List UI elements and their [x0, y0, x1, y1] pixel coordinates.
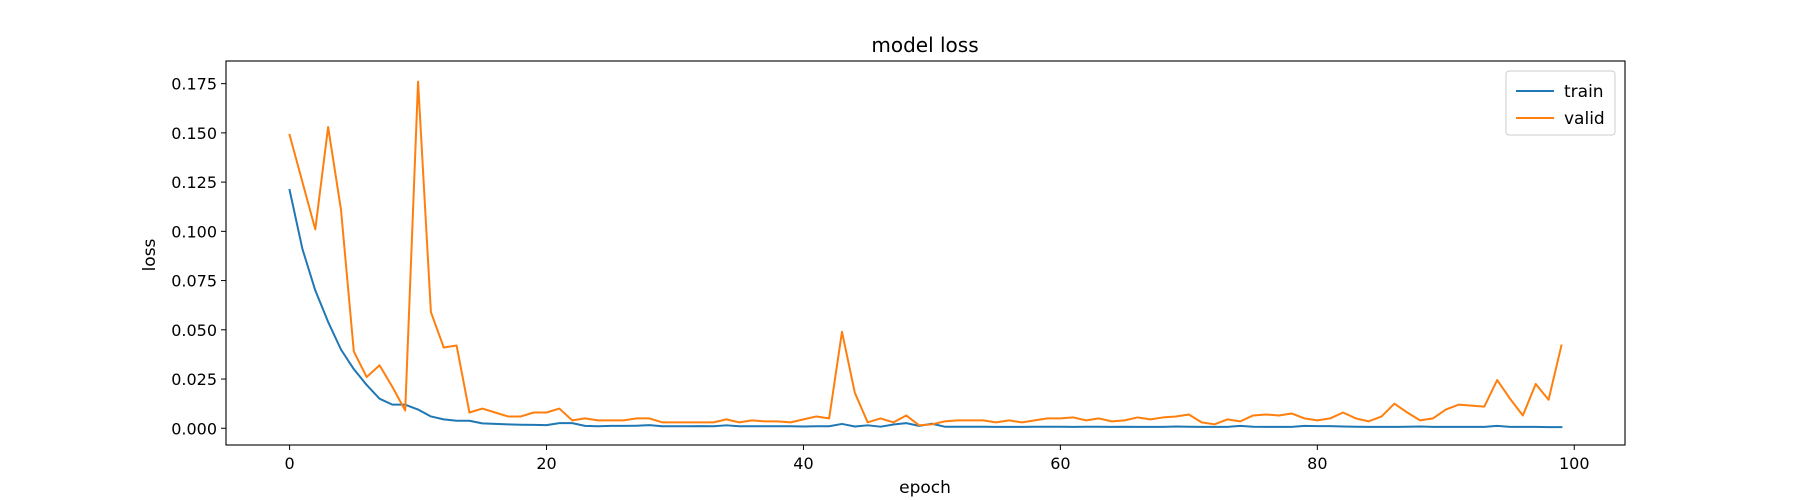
series-lines	[288, 80, 1563, 429]
x-tick-label: 20	[536, 454, 556, 473]
legend-label-train: train	[1564, 82, 1604, 102]
y-tick-label: 0.125	[171, 173, 217, 192]
x-axis-label: epoch	[899, 478, 951, 498]
x-tick-label: 80	[1307, 454, 1327, 473]
y-tick-label: 0.000	[171, 419, 217, 438]
y-tick-label: 0.025	[171, 370, 217, 389]
legend: train valid	[1505, 70, 1616, 136]
series-line-valid	[288, 80, 1563, 427]
y-tick-label: 0.150	[171, 124, 217, 143]
x-tick-label: 40	[793, 454, 813, 473]
axes-frame	[225, 60, 1626, 446]
legend-label-valid: valid	[1564, 109, 1605, 129]
y-axis-label: loss	[140, 238, 160, 271]
y-tick-label: 0.100	[171, 222, 217, 241]
x-tick-label: 0	[284, 454, 294, 473]
x-tick-label: 60	[1050, 454, 1070, 473]
y-tick-label: 0.075	[171, 272, 217, 291]
chart-title: model loss	[871, 33, 978, 57]
y-tick-label: 0.050	[171, 321, 217, 340]
x-tick-label: 100	[1559, 454, 1590, 473]
plot-area: 0 20 40 60 80 100 0.000 0.025 0.050 0.075 0.100 0.1…	[171, 60, 1626, 473]
y-tick-label: 0.175	[171, 75, 217, 94]
